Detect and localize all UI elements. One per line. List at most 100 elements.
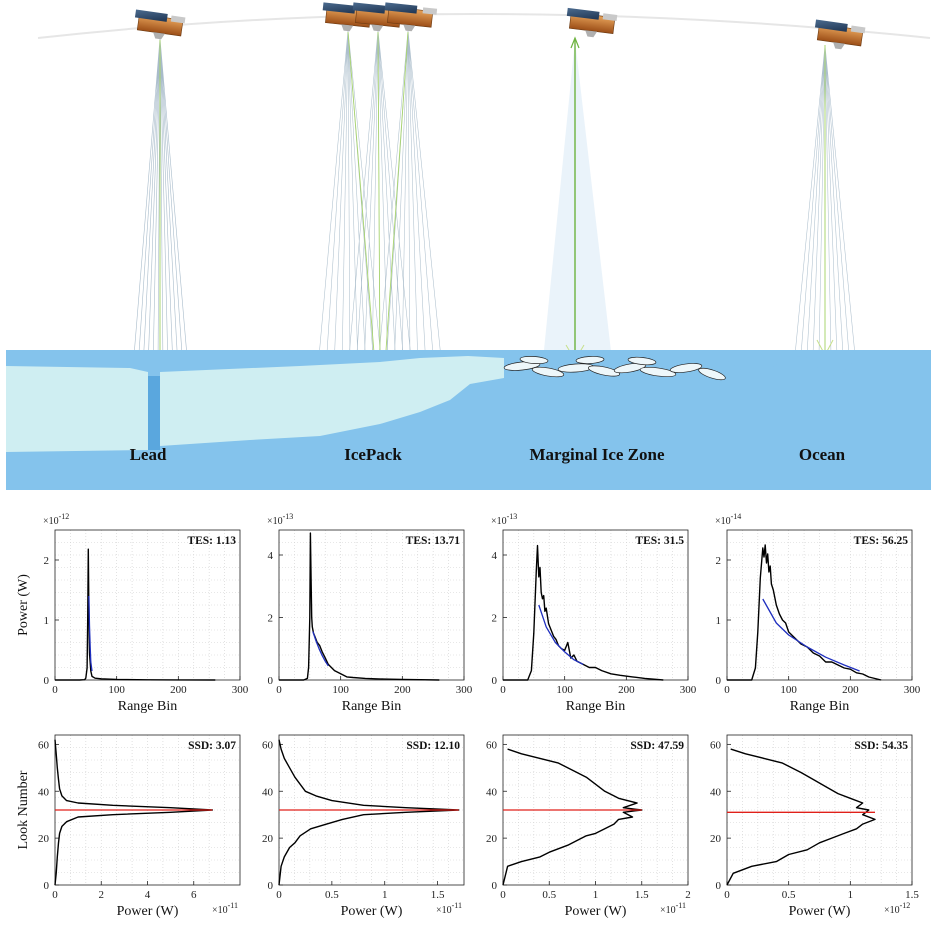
exponent-label: ×10-11 <box>436 901 462 916</box>
x-tick-label: 300 <box>904 684 921 696</box>
plot-frame <box>502 734 689 886</box>
x-tick-label: 300 <box>680 684 697 696</box>
exponent-label: ×10-14 <box>715 512 741 527</box>
series-line <box>726 748 876 886</box>
y-axis-title: Look Number <box>16 770 31 849</box>
series-line <box>279 532 440 681</box>
beam-cone-icepack <box>317 29 443 369</box>
x-tick-label: 100 <box>780 684 797 696</box>
x-axis-title: Power (W) <box>341 904 403 919</box>
grid <box>503 735 688 885</box>
y-tick-label: 20 <box>38 833 50 845</box>
y-tick-label: 20 <box>486 833 498 845</box>
plot-frame <box>502 529 689 681</box>
stat-label: SSD: 12.10 <box>406 740 460 752</box>
return-rays-icepack <box>347 31 409 366</box>
y-tick-label: 0 <box>716 880 722 892</box>
x-tick-label: 6 <box>191 889 197 901</box>
series-line <box>538 604 584 665</box>
plot-frame <box>54 529 241 681</box>
x-tick-label: 2 <box>685 889 691 901</box>
beam-cone-miz <box>543 40 612 360</box>
stat-label: SSD: 3.07 <box>188 740 236 752</box>
stat-label: TES: 1.13 <box>187 535 236 547</box>
x-tick-label: 0 <box>52 889 58 901</box>
satellite-icon <box>566 7 618 38</box>
plot-frame <box>726 529 913 681</box>
y-tick-label: 4 <box>492 550 498 562</box>
x-tick-label: 100 <box>556 684 573 696</box>
y-tick-label: 40 <box>38 786 50 798</box>
stat-label: TES: 31.5 <box>635 535 684 547</box>
series-line <box>55 548 216 681</box>
x-tick-label: 300 <box>232 684 249 696</box>
satellite-icon <box>384 2 438 32</box>
series-line <box>312 631 329 667</box>
series-line <box>54 739 214 886</box>
label-ocean: Ocean <box>799 445 846 464</box>
x-tick-label: 4 <box>145 889 151 901</box>
y-tick-label: 40 <box>262 786 274 798</box>
y-tick-label: 0 <box>716 675 722 687</box>
y-tick-label: 4 <box>268 550 274 562</box>
y-tick-label: 2 <box>44 555 50 567</box>
x-tick-label: 200 <box>394 684 411 696</box>
y-tick-label: 2 <box>492 613 498 625</box>
sea-ice-pack <box>160 356 504 446</box>
beam-cone-ocean <box>794 44 856 356</box>
plot-frame <box>726 734 913 886</box>
y-tick-label: 60 <box>38 739 50 751</box>
y-tick-label: 2 <box>716 555 722 567</box>
x-axis-title: Range Bin <box>790 699 850 714</box>
grid <box>727 530 912 680</box>
plot-frame <box>278 529 465 681</box>
plot-frame <box>278 734 465 886</box>
y-tick-label: 40 <box>486 786 498 798</box>
x-tick-label: 300 <box>456 684 473 696</box>
grid <box>503 530 688 680</box>
x-tick-label: 1.5 <box>635 889 649 901</box>
y-tick-label: 0 <box>268 880 274 892</box>
plot-frame <box>54 734 241 886</box>
exponent-label: ×10-13 <box>491 512 517 527</box>
series-line <box>502 748 643 886</box>
stat-label: SSD: 54.35 <box>854 740 908 752</box>
y-tick-label: 20 <box>262 833 274 845</box>
grid <box>55 530 240 680</box>
x-tick-label: 1.5 <box>431 889 445 901</box>
x-tick-label: 2 <box>99 889 105 901</box>
x-tick-label: 1.5 <box>905 889 919 901</box>
grid <box>279 735 464 885</box>
satellite-icon <box>814 19 866 50</box>
x-tick-label: 0.5 <box>542 889 556 901</box>
x-axis-title: Power (W) <box>117 904 179 919</box>
grid <box>55 735 240 885</box>
radar-scene-illustration: Lead IcePack Marginal Ice Zone Ocean <box>6 2 931 490</box>
y-tick-label: 20 <box>710 833 722 845</box>
x-tick-label: 1 <box>848 889 854 901</box>
y-tick-label: 60 <box>262 739 274 751</box>
exponent-label: ×10-12 <box>43 512 69 527</box>
y-tick-label: 0 <box>492 675 498 687</box>
stat-label: TES: 13.71 <box>406 535 461 547</box>
series-line <box>278 739 460 886</box>
label-lead: Lead <box>130 445 167 464</box>
y-tick-label: 1 <box>44 615 50 627</box>
x-tick-label: 0 <box>500 889 506 901</box>
x-tick-label: 0 <box>724 684 730 696</box>
x-tick-label: 200 <box>842 684 859 696</box>
x-axis-title: Power (W) <box>565 904 627 919</box>
exponent-label: ×10-13 <box>267 512 293 527</box>
x-tick-label: 200 <box>170 684 187 696</box>
x-axis-title: Range Bin <box>342 699 402 714</box>
x-tick-label: 100 <box>332 684 349 696</box>
exponent-label: ×10-11 <box>212 901 238 916</box>
x-tick-label: 100 <box>108 684 125 696</box>
lead-opening <box>148 376 160 450</box>
x-axis-title: Range Bin <box>118 699 178 714</box>
y-tick-label: 0 <box>44 880 50 892</box>
stat-label: TES: 56.25 <box>854 535 909 547</box>
x-tick-label: 0.5 <box>782 889 796 901</box>
beam-cone-lead <box>132 37 189 369</box>
ice-floes <box>503 356 726 381</box>
